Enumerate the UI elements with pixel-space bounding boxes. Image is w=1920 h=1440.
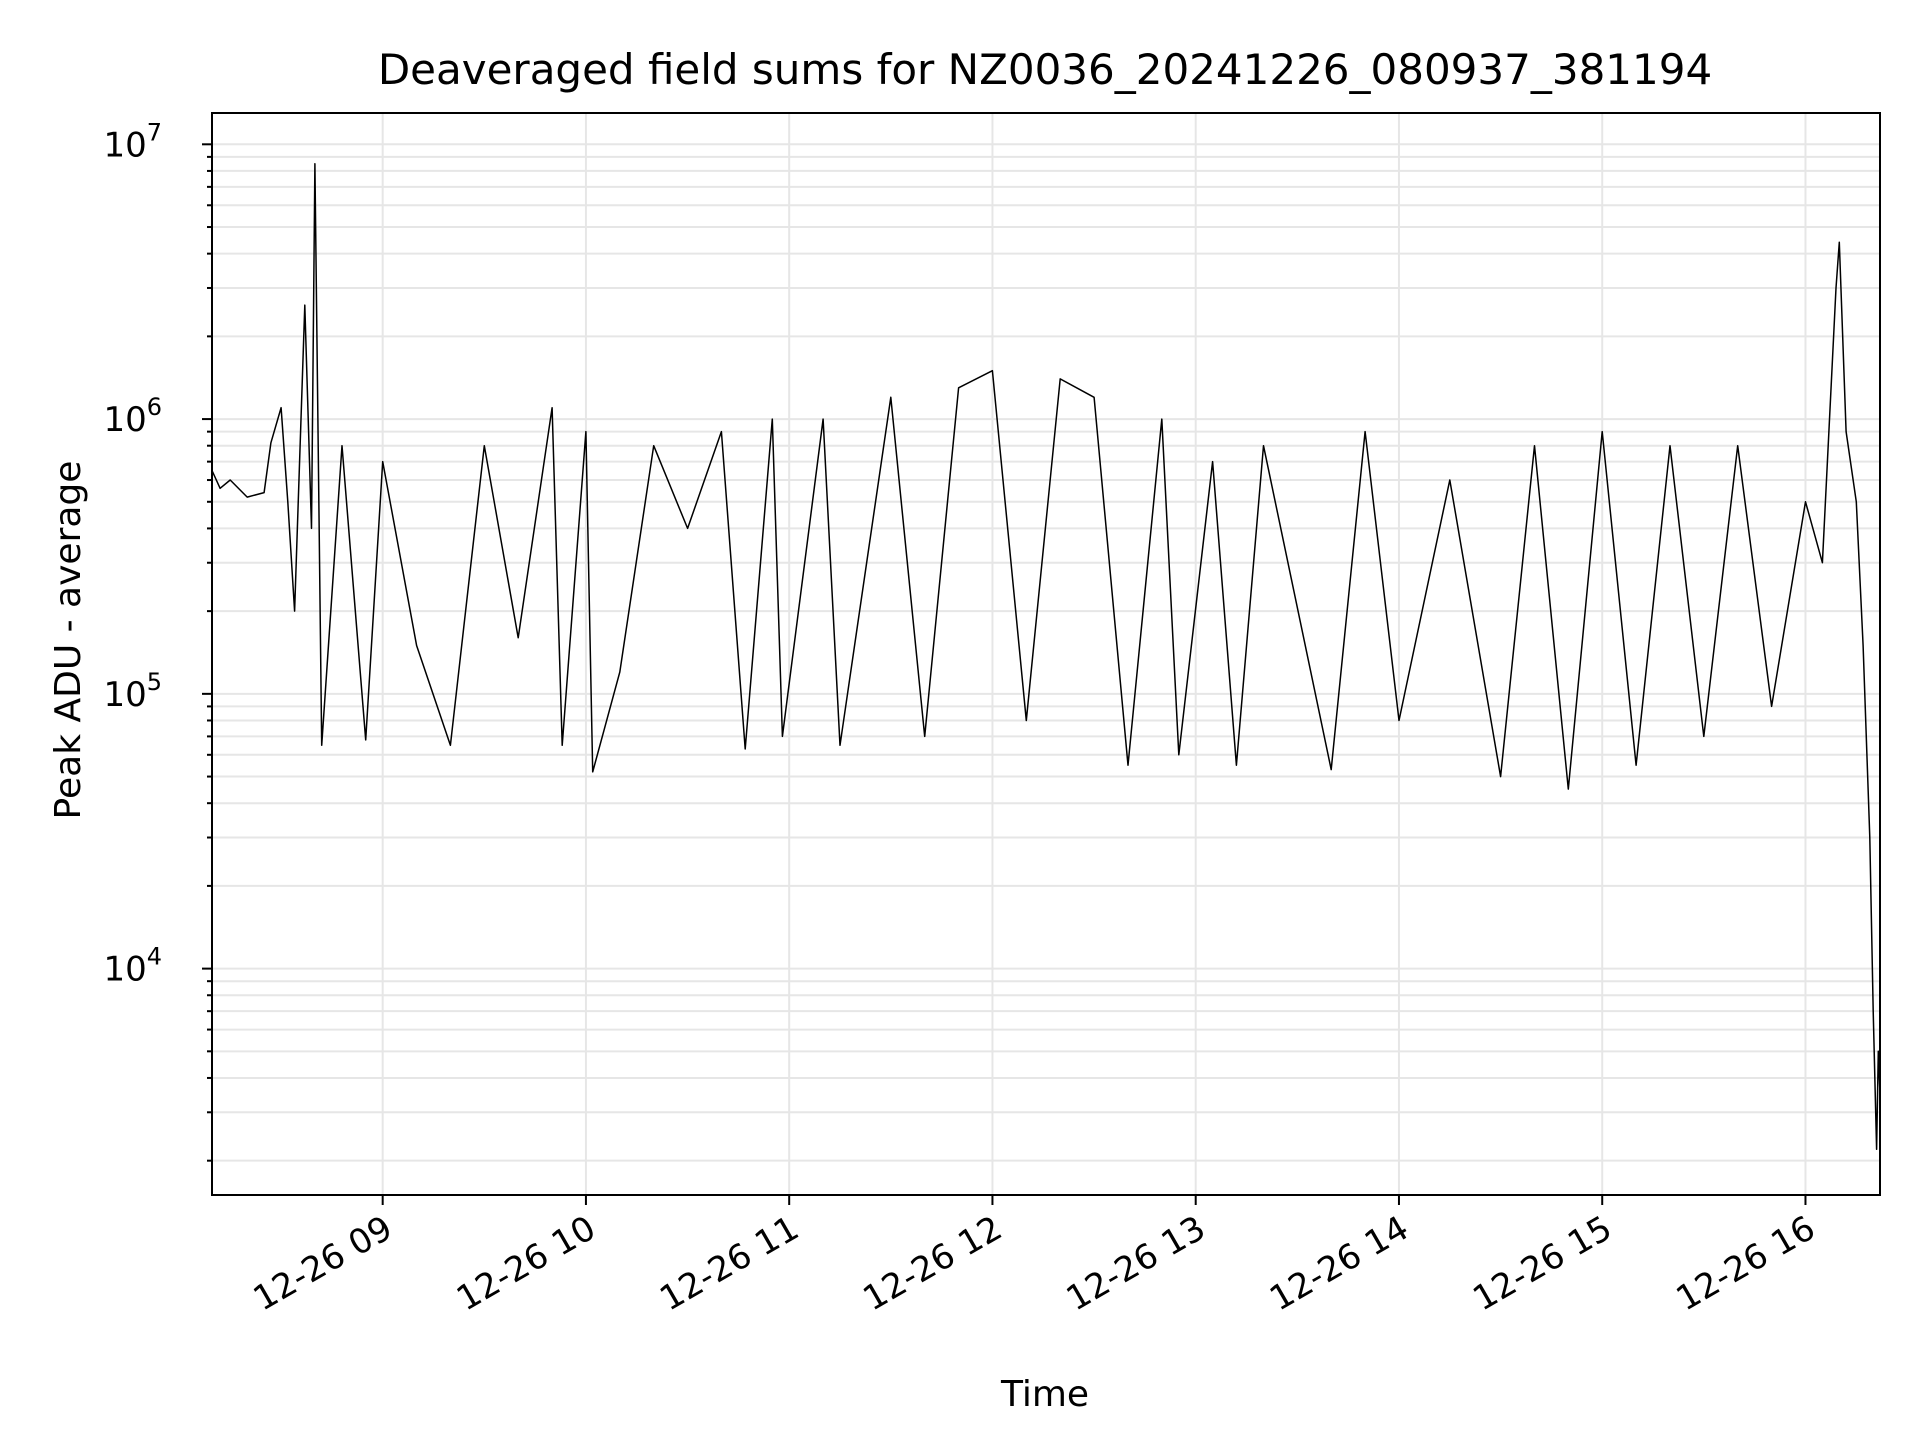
x-axis: 12-26 09 12-26 10 12-26 11 12-26 12 12-26 13…: [247, 1195, 1822, 1319]
x-tick-label: 12-26 12: [857, 1208, 1009, 1319]
grid: [212, 113, 1880, 1195]
chart-title: Deaveraged field sums for NZ0036_2024122…: [378, 45, 1712, 94]
y-tick-label: 105: [103, 668, 162, 715]
x-tick-label: 12-26 10: [450, 1208, 602, 1319]
y-tick-label: 104: [103, 943, 162, 990]
y-axis: 104 105 106 107: [103, 118, 212, 1162]
x-tick-label: 12-26 15: [1466, 1208, 1618, 1319]
y-axis-label: Peak ADU - average: [48, 461, 89, 820]
x-tick-label: 12-26 11: [653, 1208, 805, 1319]
x-axis-label: Time: [1000, 1374, 1089, 1415]
series-line: [211, 162, 1881, 1151]
x-tick-label: 12-26 09: [247, 1208, 399, 1319]
x-tick-label: 12-26 16: [1670, 1208, 1822, 1319]
x-tick-label: 12-26 14: [1263, 1208, 1415, 1319]
y-tick-label: 106: [103, 393, 162, 440]
y-tick-label: 107: [103, 118, 162, 165]
series-layer: [211, 162, 1881, 1151]
plot-frame: [211, 112, 1881, 1196]
x-tick-label: 12-26 13: [1060, 1208, 1212, 1319]
